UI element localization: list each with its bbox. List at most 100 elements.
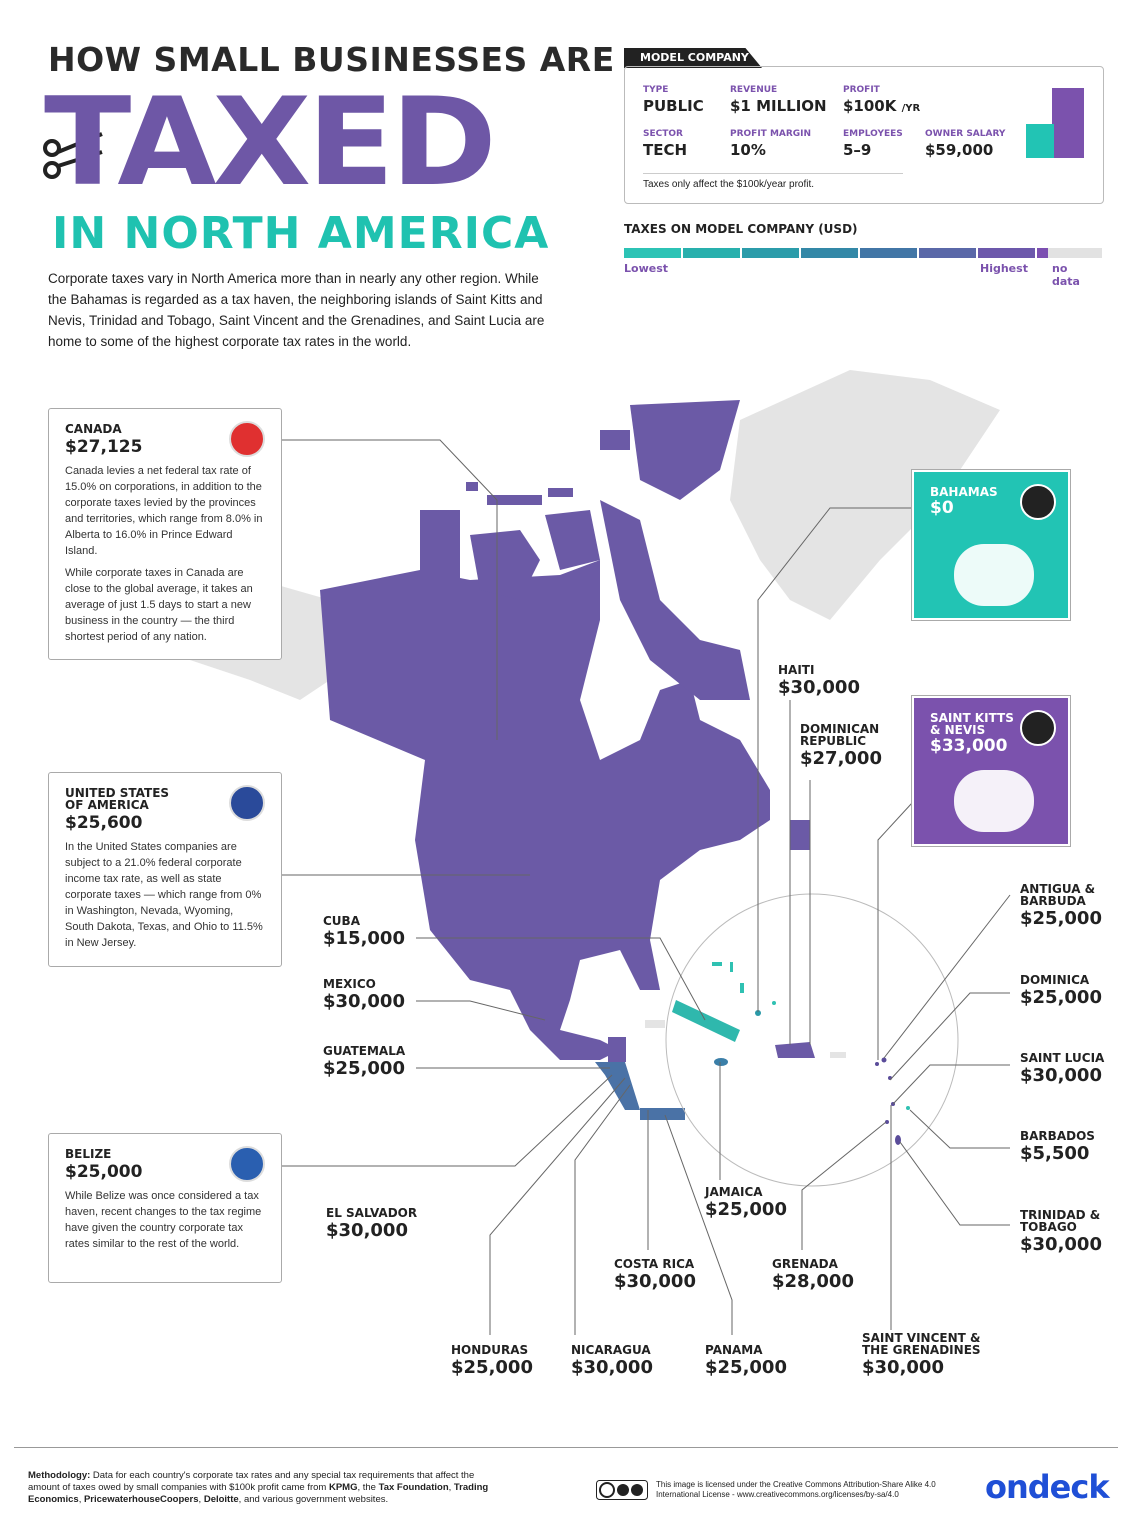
country-name: TRINIDAD & TOBAGO — [1020, 1208, 1101, 1234]
model-field: PROFIT $100K /YR — [843, 85, 920, 115]
model-field: PROFIT MARGIN 10% — [730, 129, 811, 159]
flag — [229, 421, 265, 457]
country-name: JAMAICA — [705, 1185, 763, 1199]
country-tax: $25,000 — [323, 1058, 405, 1079]
zoom-circle — [665, 893, 959, 1187]
country-description: While corporate taxes in Canada are clos… — [65, 567, 253, 643]
country-tax: $25,000 — [451, 1357, 533, 1378]
country-card: UNITED STATES OF AMERICA $25,600 In the Un… — [48, 772, 282, 967]
island — [470, 530, 540, 600]
country-name: CANADA — [65, 422, 122, 436]
methodology-text: Tax Foundation — [378, 1482, 449, 1493]
island — [545, 510, 600, 570]
country-name: SAINT VINCENT & THE GRENADINES — [862, 1331, 981, 1357]
field-label: OWNER SALARY — [925, 129, 1006, 139]
island — [548, 488, 573, 497]
value: 10% — [730, 141, 766, 159]
country-name: GUATEMALA — [323, 1044, 406, 1058]
legend-swatch — [801, 248, 858, 258]
value: $59,000 — [925, 141, 994, 159]
icon — [954, 544, 1034, 606]
methodology: Methodology: Data for each country's cor… — [28, 1470, 498, 1506]
country-name: HONDURAS — [451, 1343, 529, 1357]
legend-swatch — [919, 248, 976, 258]
field-label: SECTOR — [643, 129, 683, 139]
value: $1 MILLION — [730, 97, 827, 115]
model-tab: MODEL COMPANY — [624, 48, 762, 68]
country-tax: $27,000 — [800, 748, 882, 769]
islands-small — [875, 1057, 910, 1145]
baffin — [630, 400, 740, 500]
country-tax: $30,000 — [778, 677, 860, 698]
country-description: Canada levies a net federal tax rate of … — [65, 465, 263, 557]
island — [487, 495, 542, 505]
legend-swatch — [683, 248, 740, 258]
country-description: While Belize was once considered a tax h… — [65, 1190, 262, 1250]
country-label: NICARAGUA $30,000 — [571, 1344, 701, 1378]
methodology-text: PricewaterhouseCoopers — [83, 1494, 199, 1505]
field-value: 10% — [730, 141, 811, 159]
flag — [1020, 710, 1056, 746]
country-name: EL SALVADOR — [326, 1206, 418, 1220]
methodology-text: , the — [357, 1482, 379, 1493]
icon — [954, 770, 1034, 832]
land — [320, 400, 815, 1120]
value: $100K — [843, 97, 897, 115]
island — [466, 482, 478, 491]
country-tax: $5,500 — [1020, 1143, 1090, 1164]
country-tax: $25,000 — [1020, 908, 1102, 929]
country-tax: $15,000 — [323, 928, 405, 949]
legend-swatch — [978, 248, 1035, 258]
country-name: SAINT LUCIA — [1020, 1051, 1105, 1065]
newfoundland — [790, 820, 810, 850]
country-tax: $27,125 — [65, 437, 143, 457]
model-field: OWNER SALARY $59,000 — [925, 129, 1005, 159]
methodology-text: Deloitte — [203, 1494, 239, 1505]
country-badge: SAINT KITTS & NEVIS $33,000 — [911, 695, 1071, 847]
field-label: TYPE — [643, 85, 669, 95]
country-name: NICARAGUA — [571, 1343, 651, 1357]
building-icon — [1026, 88, 1084, 158]
field-value: $1 MILLION — [730, 97, 827, 115]
country-label: EL SALVADOR $30,000 — [326, 1207, 456, 1241]
model-field: REVENUE $1 MILLION — [730, 85, 827, 115]
divider — [14, 1447, 1118, 1448]
country-tax: $25,600 — [65, 813, 143, 833]
country-name: BAHAMAS — [930, 485, 998, 499]
field-value: $100K /YR — [843, 97, 920, 115]
jamaica — [714, 1058, 728, 1066]
country-tax: $30,000 — [323, 991, 405, 1012]
country-label: DOMINICAN REPUBLIC $27,000 — [800, 723, 900, 769]
island — [645, 1020, 665, 1028]
scissors-icon — [43, 132, 103, 179]
legend-swatch-nodata — [1048, 248, 1102, 258]
field-value: PUBLIC — [643, 97, 704, 115]
island — [830, 1052, 846, 1058]
country-label: GUATEMALA $25,000 — [323, 1045, 453, 1079]
country-label: ANTIGUA & BARBUDA $25,000 — [1020, 883, 1110, 929]
country-tax: $30,000 — [1020, 1234, 1102, 1255]
country-name: DOMINICAN REPUBLIC — [800, 722, 880, 748]
country-label: TRINIDAD & TOBAGO $30,000 — [1020, 1209, 1110, 1255]
license: This image is licensed under the Creativ… — [656, 1480, 936, 1499]
intro: Corporate taxes vary in North America mo… — [48, 271, 545, 349]
country-label: COSTA RICA $30,000 — [614, 1258, 744, 1292]
legend-label: no data — [1052, 262, 1080, 288]
country-tax: $28,000 — [772, 1271, 854, 1292]
country-description: In the United States companies are subje… — [65, 841, 263, 949]
country-label: PANAMA $25,000 — [705, 1344, 835, 1378]
methodology-text: Data for each country's corporate tax ra… — [28, 1470, 475, 1493]
country-tax: $30,000 — [326, 1220, 408, 1241]
brand: ondeck — [985, 1468, 1110, 1506]
model-note: Taxes only affect the $100k/year profit. — [643, 173, 903, 190]
value: TECH — [643, 141, 688, 159]
country-name: MEXICO — [323, 977, 376, 991]
field-label: PROFIT — [843, 85, 880, 95]
subtitle: IN NORTH AMERICA — [52, 208, 550, 259]
methodology-text: KPMG — [328, 1482, 358, 1493]
country-label: MEXICO $30,000 — [323, 978, 453, 1012]
country-tax: $25,000 — [705, 1357, 787, 1378]
map — [43, 88, 1084, 1335]
country-name: ANTIGUA & BARBUDA — [1020, 882, 1096, 908]
island — [600, 430, 630, 450]
